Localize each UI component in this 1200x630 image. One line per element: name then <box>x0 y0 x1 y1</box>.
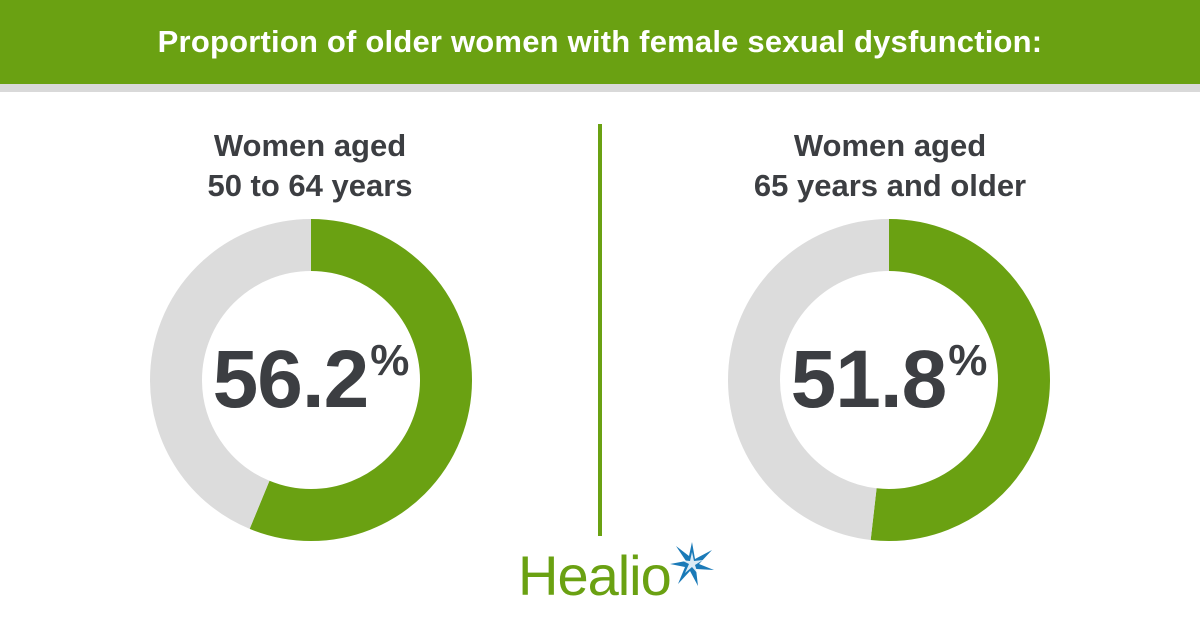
healio-logo: Healio <box>518 540 728 606</box>
donut-value: 56.2 % <box>150 219 472 541</box>
donut-value-number: 56.2 <box>212 334 370 425</box>
logo-wordmark: Healio <box>518 544 672 607</box>
panel-label-line2: 65 years and older <box>753 168 1027 203</box>
panel-age-50-64: Women aged 50 to 64 years <box>100 126 520 206</box>
donut-svg <box>150 219 472 541</box>
header-banner: Proportion of older women with female se… <box>0 0 1200 84</box>
donut-chart-65-plus: 51.8 % <box>728 219 1050 541</box>
header-divider <box>0 84 1200 92</box>
donut-value: 51.8 % <box>728 219 1050 541</box>
donut-slice-remainder <box>150 219 472 541</box>
donut-value-percent: % <box>948 336 988 385</box>
panel-label: Women aged 65 years and older <box>680 126 1100 206</box>
donut-svg <box>728 219 1050 541</box>
panel-label: Women aged 50 to 64 years <box>100 126 520 206</box>
star-burst-highlight <box>681 552 703 574</box>
panel-age-65-plus: Women aged 65 years and older <box>680 126 1100 206</box>
donut-value-number: 51.8 <box>790 334 948 425</box>
page-title: Proportion of older women with female se… <box>157 24 1043 59</box>
donut-chart-50-64: 56.2 % <box>150 219 472 541</box>
donut-slice-remainder <box>728 219 1050 541</box>
panel-label-line1: Women aged <box>213 128 407 163</box>
star-burst-icon <box>670 542 714 586</box>
panel-label-line1: Women aged <box>793 128 987 163</box>
donut-value-percent: % <box>370 336 410 385</box>
vertical-divider <box>598 124 602 536</box>
panel-label-line2: 50 to 64 years <box>207 168 413 203</box>
